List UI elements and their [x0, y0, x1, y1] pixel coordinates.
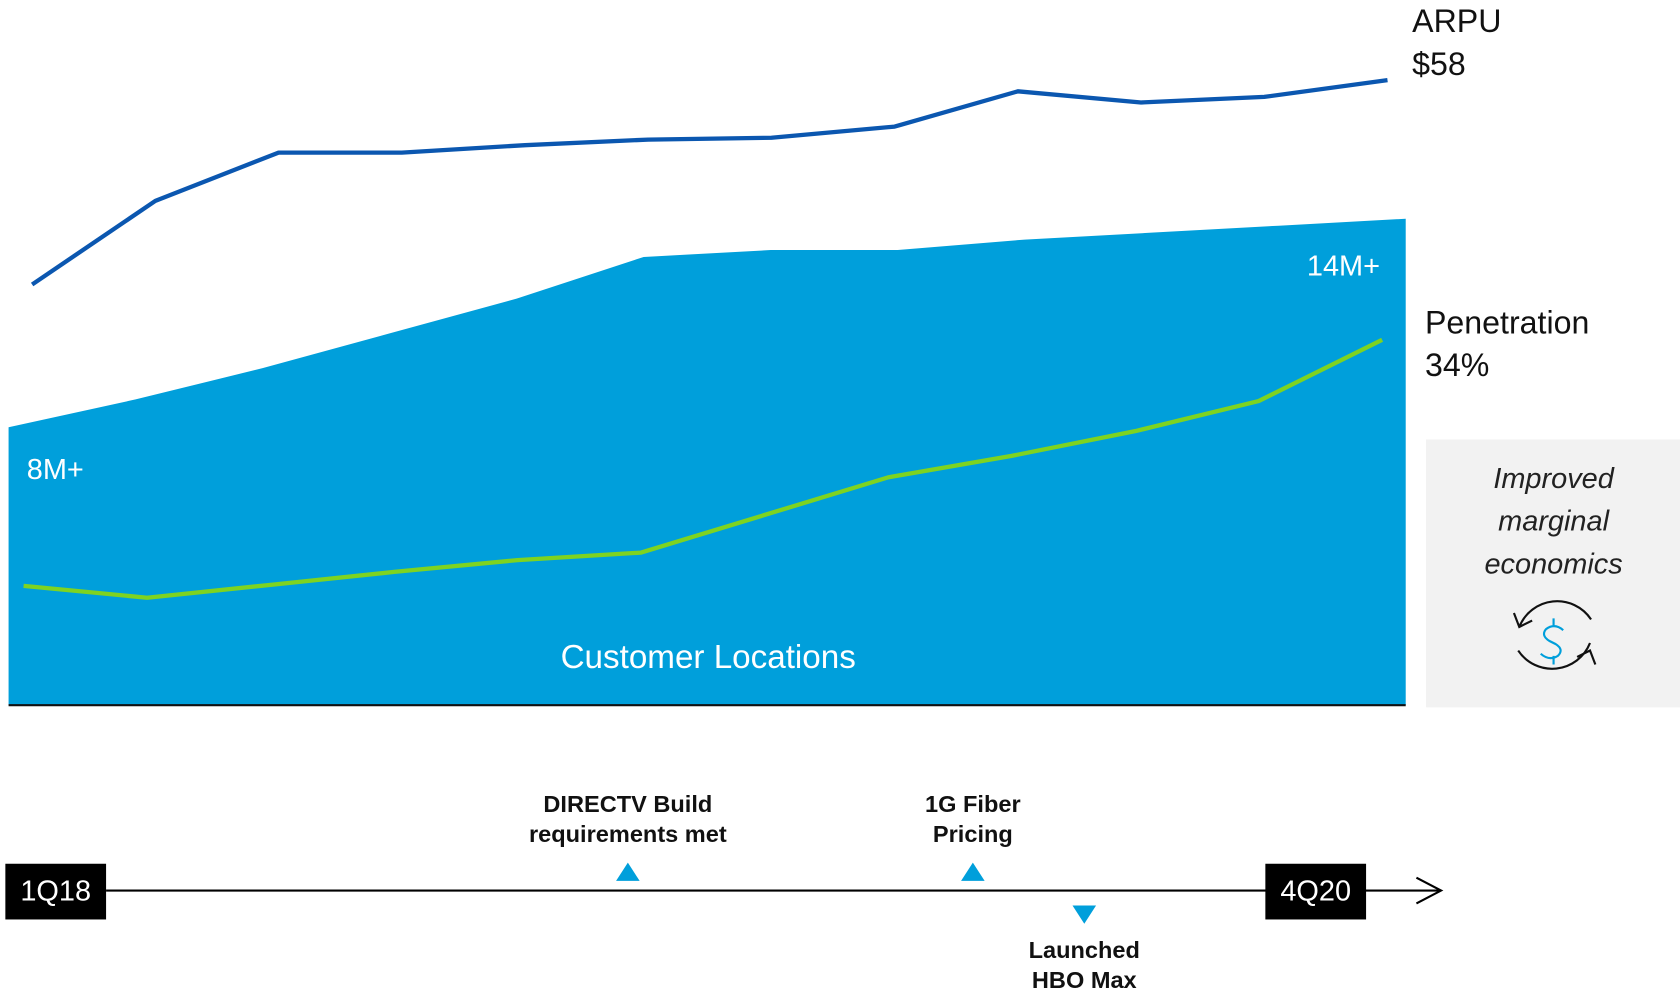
money-cycle-icon — [1512, 600, 1597, 670]
event-label: HBO Max — [1032, 967, 1137, 993]
series-name: Penetration — [1425, 304, 1589, 340]
event-label: DIRECTV Build — [543, 791, 712, 817]
start-box — [5, 863, 107, 920]
end-box — [1265, 863, 1367, 920]
event-marker — [616, 862, 640, 881]
value-label: 8M+ — [27, 454, 84, 486]
timeline-arrow — [1415, 876, 1444, 905]
note-box — [1426, 439, 1680, 708]
value-label: 34% — [1425, 347, 1489, 383]
note-text: economics — [1484, 549, 1622, 581]
area-series — [8, 218, 1406, 706]
value-label: 14M+ — [1307, 251, 1380, 283]
timeline: 1Q18 4Q20 — [5, 862, 1444, 924]
event-marker — [1072, 905, 1097, 924]
series-name: Customer Locations — [561, 639, 856, 676]
value-label: $58 — [1412, 46, 1466, 82]
line-series — [23, 337, 1384, 600]
series-name: ARPU — [1412, 3, 1501, 39]
event-label: Pricing — [933, 821, 1013, 847]
note-text: Improved — [1493, 463, 1614, 495]
event-marker — [961, 862, 985, 881]
event-label: 1G Fiber — [925, 791, 1021, 817]
line-series — [30, 78, 1388, 287]
note-text: marginal — [1498, 506, 1610, 538]
event-label: Launched — [1029, 937, 1140, 963]
event-label: requirements met — [529, 821, 727, 847]
start-label: 1Q18 — [20, 875, 91, 907]
end-label: 4Q20 — [1280, 875, 1351, 907]
